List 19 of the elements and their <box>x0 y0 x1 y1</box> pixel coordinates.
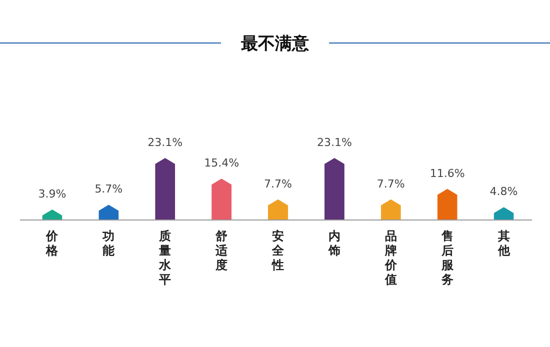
x-tick-label: 安全性 <box>271 229 285 272</box>
data-label: 5.7% <box>94 182 123 196</box>
data-label: 23.1% <box>148 136 183 149</box>
data-label: 3.9% <box>38 188 66 201</box>
x-tick-label: 其他 <box>496 229 511 258</box>
x-tick-label: 功能 <box>102 229 116 258</box>
data-label: 15.4% <box>204 156 240 170</box>
chart-title: 最不满意 <box>240 34 310 54</box>
x-tick-label: 品牌价值 <box>384 229 398 286</box>
x-tick-label: 舒适度 <box>214 229 229 272</box>
data-label: 4.8% <box>490 185 518 198</box>
data-label: 7.7% <box>264 177 292 190</box>
x-tick-label: 价格 <box>45 229 60 258</box>
x-tick-label: 内饰 <box>327 229 340 258</box>
data-label: 7.7% <box>376 177 405 190</box>
x-tick-label: 质量水平 <box>158 229 172 286</box>
x-tick-label: 售后服务 <box>440 229 454 286</box>
data-label: 11.6% <box>430 166 465 180</box>
data-label: 23.1% <box>316 136 352 149</box>
